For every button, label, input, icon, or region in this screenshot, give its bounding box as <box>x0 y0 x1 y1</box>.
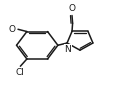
Text: Cl: Cl <box>16 68 25 77</box>
Text: N: N <box>64 45 71 54</box>
Text: O: O <box>9 25 16 34</box>
Text: O: O <box>69 4 76 13</box>
